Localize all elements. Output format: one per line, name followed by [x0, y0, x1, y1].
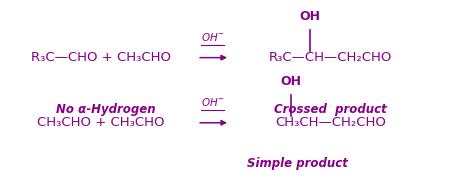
Text: $\mathit{OH}^{-}$: $\mathit{OH}^{-}$ [201, 96, 225, 108]
Text: R₃C—CH—CH₂CHO: R₃C—CH—CH₂CHO [269, 51, 392, 64]
Text: Simple product: Simple product [247, 157, 348, 170]
Text: R₃C—CHO + CH₃CHO: R₃C—CHO + CH₃CHO [31, 51, 171, 64]
Text: Crossed  product: Crossed product [274, 103, 387, 116]
Text: No α-Hydrogen: No α-Hydrogen [56, 103, 155, 116]
Text: OH: OH [299, 10, 320, 23]
Text: OH: OH [281, 75, 301, 88]
Text: CH₃CH—CH₂CHO: CH₃CH—CH₂CHO [275, 116, 386, 129]
Text: $\mathit{OH}^{-}$: $\mathit{OH}^{-}$ [201, 31, 225, 43]
Text: CH₃CHO + CH₃CHO: CH₃CHO + CH₃CHO [37, 116, 165, 129]
